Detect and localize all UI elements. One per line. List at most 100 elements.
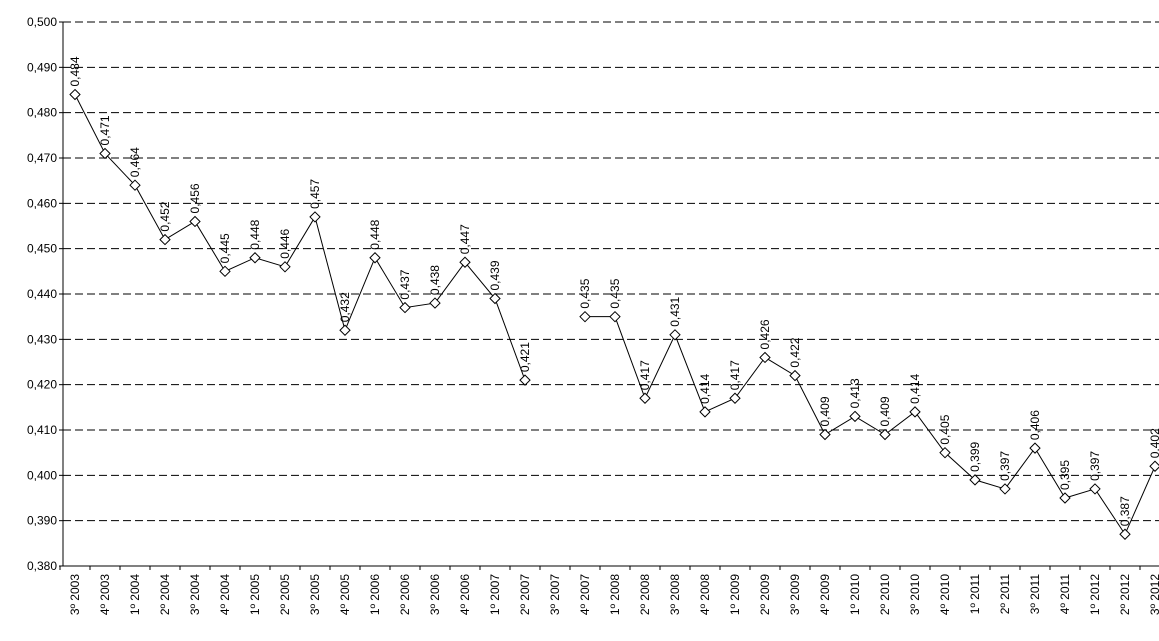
data-point [159,233,171,246]
x-tick-label: 2º 2008 [638,574,652,615]
data-point [609,310,621,323]
x-tick-label: 4º 2008 [698,574,712,615]
y-tick-label: 0,460 [27,196,57,210]
x-tick-label: 2º 2011 [998,574,1012,615]
value-label: 0,435 [578,278,592,308]
data-point [639,392,651,404]
x-tick-label: 1º 2007 [488,574,502,615]
x-tick-label: 1º 2004 [128,574,142,615]
value-label: 0,409 [818,396,832,426]
data-point [1089,483,1101,495]
value-label: 0,438 [428,265,442,295]
value-label: 0,413 [848,378,862,408]
data-point [459,256,471,268]
data-point [249,252,261,264]
y-tick-label: 0,390 [27,514,57,528]
value-label: 0,439 [488,260,502,290]
data-point [819,428,831,441]
data-point [1029,442,1041,454]
x-tick-label: 3º 2007 [548,574,562,615]
x-tick-label: 2º 2012 [1118,574,1132,615]
y-tick-label: 0,410 [27,423,57,437]
y-tick-label: 0,440 [27,287,57,301]
data-point [519,374,531,386]
value-label: 0,399 [968,442,982,472]
x-tick-label: 2º 2009 [758,574,772,615]
x-tick-label: 3º 2005 [308,574,322,615]
x-tick-label: 3º 2009 [788,574,802,615]
value-label: 0,446 [278,228,292,258]
x-tick-label: 3º 2010 [908,574,922,615]
x-tick-label: 2º 2005 [278,574,292,615]
value-label: 0,414 [908,374,922,404]
value-label: 0,409 [878,396,892,426]
data-point [879,428,891,441]
data-point [339,324,351,336]
x-tick-label: 4º 2003 [98,574,112,615]
y-tick-label: 0,450 [27,242,57,256]
data-point [489,292,501,305]
y-tick-label: 0,400 [27,468,57,482]
value-label: 0,387 [1118,496,1132,526]
value-label: 0,426 [758,319,772,349]
x-tick-label: 1º 2012 [1088,574,1102,615]
x-tick-label: 2º 2006 [398,574,412,615]
data-point [279,261,291,273]
x-tick-label: 1º 2008 [608,574,622,615]
data-point [1059,492,1071,504]
data-point [429,297,441,309]
x-tick-label: 3º 2006 [428,574,442,615]
x-tick-label: 1º 2006 [368,574,382,615]
value-label: 0,447 [458,224,472,254]
value-label: 0,437 [398,269,412,299]
value-label: 0,431 [668,296,682,326]
data-point [759,351,771,364]
value-label: 0,456 [188,183,202,213]
value-label: 0,422 [788,337,802,367]
value-label: 0,417 [638,360,652,390]
value-label: 0,395 [1058,460,1072,490]
data-point [909,406,921,418]
y-tick-label: 0,430 [27,332,57,346]
value-label: 0,421 [518,342,532,372]
value-label: 0,397 [998,451,1012,481]
data-point [579,310,591,323]
y-tick-label: 0,470 [27,151,57,165]
data-point [789,369,801,382]
x-tick-label: 4º 2011 [1058,574,1072,615]
data-point [129,179,141,191]
x-tick-label: 1º 2009 [728,574,742,615]
value-label: 0,471 [98,115,112,145]
data-point [1119,528,1131,540]
value-label: 0,397 [1088,451,1102,481]
y-tick-label: 0,490 [27,60,57,74]
data-point [69,88,81,101]
value-label: 0,402 [1148,428,1159,458]
x-tick-label: 3º 2008 [668,574,682,615]
x-tick-label: 1º 2011 [968,574,982,615]
y-tick-label: 0,380 [27,559,57,573]
value-label: 0,432 [338,292,352,322]
data-point [189,215,201,228]
data-point [309,211,321,223]
value-label: 0,452 [158,201,172,231]
x-tick-label: 3º 2012 [1148,574,1159,615]
data-point [369,252,381,264]
data-line [74,94,1156,536]
data-point [1149,460,1159,472]
data-point [849,410,861,423]
x-tick-label: 4º 2010 [938,574,952,615]
x-tick-label: 1º 2010 [848,574,862,615]
y-tick-label: 0,420 [27,378,57,392]
x-tick-label: 4º 2006 [458,574,472,615]
x-tick-label: 4º 2009 [818,574,832,615]
value-label: 0,405 [938,414,952,444]
value-label: 0,435 [608,278,622,308]
x-tick-label: 2º 2007 [518,574,532,615]
data-point [99,147,111,160]
x-tick-label: 4º 2007 [578,574,592,615]
value-label: 0,414 [698,374,712,404]
x-tick-label: 1º 2005 [248,574,262,615]
value-label: 0,484 [68,56,82,86]
